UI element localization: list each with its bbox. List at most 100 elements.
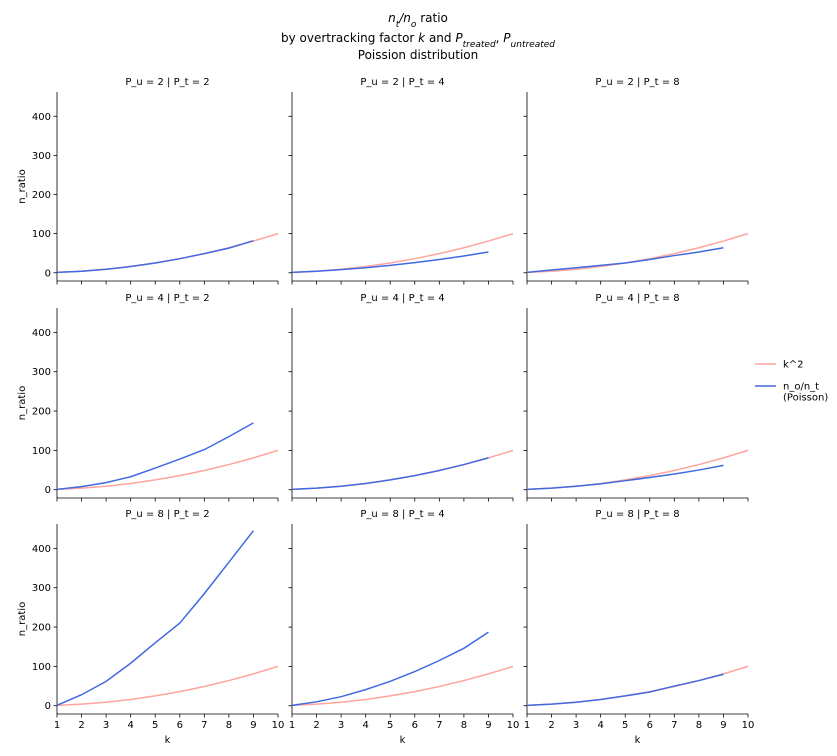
x-tick-label: 6 [647,720,653,731]
x-tick-label: 3 [103,720,109,731]
y-tick-label: 400 [32,328,51,339]
figure-title: nt/no ratio [388,11,448,30]
x-tick-label: 10 [507,720,520,731]
series-line [526,449,749,491]
series-line [526,247,724,274]
title-part: k [418,31,426,45]
y-tick-label: 400 [32,112,51,123]
x-tick-label: 7 [436,720,442,731]
x-tick-label: 4 [597,720,603,731]
x-tick-label: 5 [152,720,158,731]
series-line [526,665,749,707]
x-tick-label: 1 [289,720,295,731]
title-part: by overtracking factor [281,31,418,45]
panel-title: P_u = 8 | P_t = 4 [360,509,444,520]
title-part: P [503,31,511,45]
series-line [291,457,489,491]
x-tick-label: 6 [412,720,418,731]
y-tick-label: 100 [32,446,51,457]
x-tick-label: 7 [201,720,207,731]
x-tick-label: 8 [696,720,702,731]
panel-title: P_u = 2 | P_t = 8 [595,77,679,88]
panel-title: P_u = 8 | P_t = 2 [125,509,209,520]
x-tick-label: 2 [78,720,84,731]
title-part: untreated [511,40,556,50]
x-tick-label: 3 [573,720,579,731]
title-part: Poission distribution [358,48,478,62]
series-line [526,464,724,491]
panel-title: P_u = 4 | P_t = 8 [595,293,679,304]
x-tick-label: 1 [524,720,530,731]
series-line [291,665,514,707]
x-tick-label: 1 [54,720,60,731]
x-tick-label: 9 [250,720,256,731]
title-part: P [455,31,463,45]
x-tick-label: 2 [313,720,319,731]
legend-label: n_o/n_t (Poisson) [783,382,828,404]
legend-label: k^2 [783,360,804,371]
x-tick-label: 7 [671,720,677,731]
series-line [526,232,749,274]
title-part: / [398,11,405,25]
y-tick-label: 100 [32,662,51,673]
x-tick-label: 3 [338,720,344,731]
y-axis-label: n_ratio [17,386,28,420]
panel-title: P_u = 4 | P_t = 2 [125,293,209,304]
series-line [291,449,514,491]
y-tick-label: 0 [45,485,51,496]
y-tick-label: 200 [32,407,51,418]
x-tick-label: 6 [177,720,183,731]
y-tick-label: 300 [32,583,51,594]
y-tick-label: 200 [32,190,51,201]
y-tick-label: 0 [45,701,51,712]
series-line [56,530,255,707]
figure-title: by overtracking factor k and Ptreated, P… [281,31,555,50]
title-part: o [411,20,417,30]
x-tick-label: 9 [720,720,726,731]
y-axis-label: n_ratio [17,169,28,203]
x-tick-label: 10 [742,720,755,731]
x-tick-label: 10 [272,720,285,731]
title-part: , [496,31,504,45]
y-tick-label: 100 [32,229,51,240]
figure-title: Poission distribution [358,48,478,62]
panel-title: P_u = 4 | P_t = 4 [360,293,444,304]
y-tick-label: 300 [32,151,51,162]
panel-title: P_u = 2 | P_t = 4 [360,77,444,88]
x-axis-label: k [400,735,406,746]
title-part: n [388,11,396,25]
y-tick-label: 0 [45,268,51,279]
x-axis-label: k [635,735,641,746]
title-part: treated [463,40,496,50]
panel-title: P_u = 8 | P_t = 8 [595,509,679,520]
series-line [291,631,489,707]
series-line [56,665,279,707]
series-line [56,232,279,274]
series-line [56,239,254,274]
y-tick-label: 300 [32,367,51,378]
series-line [526,673,724,707]
title-part: ratio [416,11,447,25]
title-part: and [425,31,455,45]
x-tick-label: 4 [362,720,368,731]
series-line [56,449,279,491]
legend-line: n_o/n_t [783,382,819,393]
x-tick-label: 8 [461,720,467,731]
series-line [291,251,489,274]
x-tick-label: 9 [485,720,491,731]
x-axis-label: k [165,735,171,746]
panel-title: P_u = 2 | P_t = 2 [125,77,209,88]
y-axis-label: n_ratio [17,602,28,636]
x-tick-label: 2 [548,720,554,731]
x-tick-label: 5 [622,720,628,731]
title-part: t [396,20,400,30]
y-tick-label: 400 [32,544,51,555]
x-tick-label: 5 [387,720,393,731]
y-tick-label: 200 [32,623,51,634]
x-tick-label: 4 [127,720,133,731]
legend-line: (Poisson) [783,393,828,404]
title-part: n [403,11,411,25]
series-line [56,422,254,491]
x-tick-label: 8 [226,720,232,731]
